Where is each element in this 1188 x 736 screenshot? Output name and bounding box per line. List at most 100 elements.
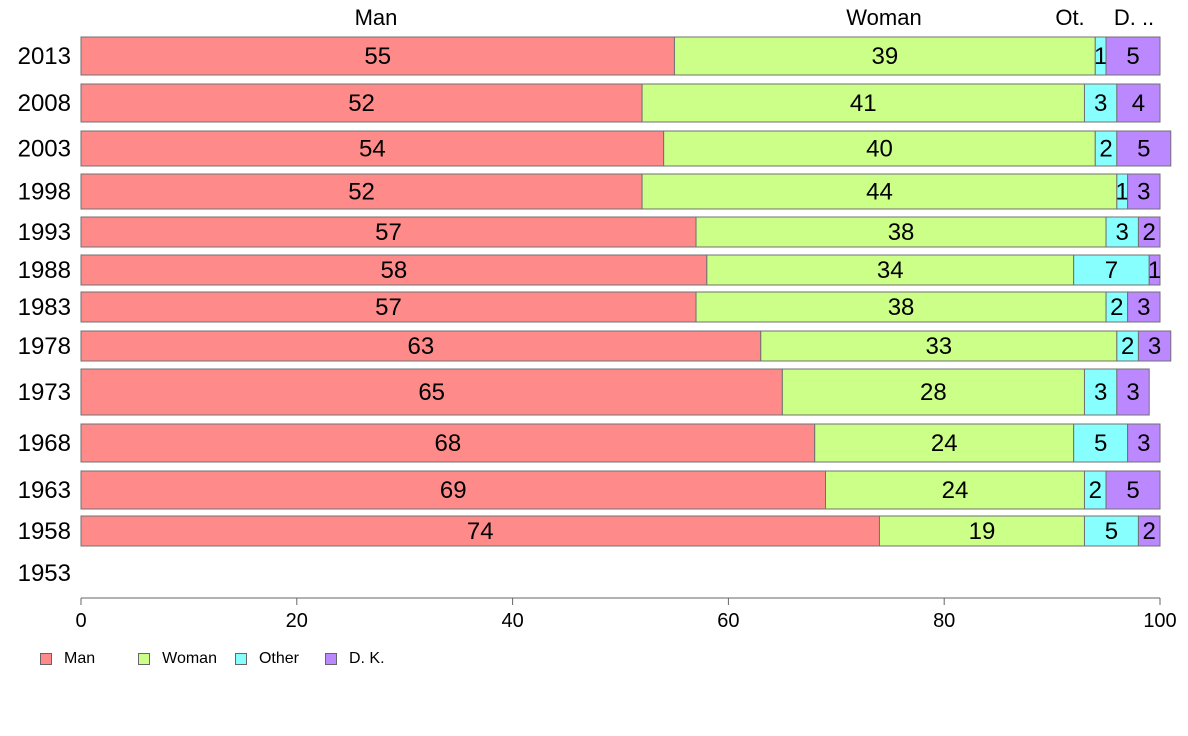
data-label-1968-other: 5: [1094, 430, 1107, 457]
x-tick-label-60: 60: [717, 610, 739, 632]
bar-2008-woman: [641, 83, 1085, 123]
legend-swatch-other: [234, 653, 247, 665]
bar-1963-man: [80, 470, 827, 510]
legend-label-woman: Woman: [162, 650, 217, 667]
bar-1963-d-k: [1105, 470, 1161, 510]
bar-1983-d-k: [1127, 291, 1161, 323]
y-tick-label-2003: 2003: [18, 136, 71, 163]
data-label-1983-man: 57: [375, 294, 402, 321]
y-tick-label-1963: 1963: [18, 477, 71, 504]
y-tick-label-2008: 2008: [18, 90, 71, 117]
data-label-1968-d-k: 3: [1137, 430, 1150, 457]
bar-1958-other: [1083, 515, 1139, 547]
data-label-2003-d-k: 5: [1137, 136, 1150, 163]
y-tick-label-1998: 1998: [18, 179, 71, 206]
data-label-1968-woman: 24: [931, 430, 958, 457]
legend-swatch-man: [40, 653, 52, 665]
bar-1998-man: [80, 173, 643, 210]
data-label-1998-woman: 44: [866, 179, 893, 206]
data-label-1973-man: 65: [418, 379, 445, 406]
bar-2013-man: [80, 36, 675, 76]
y-tick-label-1993: 1993: [18, 219, 71, 246]
legend: Man Woman Other D. K.: [40, 650, 385, 668]
data-label-1968-man: 68: [435, 430, 462, 457]
x-tick-label-40: 40: [501, 610, 523, 632]
legend-label-man: Man: [64, 650, 96, 667]
data-label-1988-d-k: 1: [1148, 257, 1161, 284]
data-label-1963-woman: 24: [942, 477, 969, 504]
y-tick-label-1978: 1978: [18, 333, 71, 360]
bar-2013-d-k: [1105, 36, 1161, 76]
data-label-1993-other: 3: [1116, 219, 1129, 246]
data-label-1988-man: 58: [381, 257, 408, 284]
data-label-1998-d-k: 3: [1137, 179, 1150, 206]
data-label-2013-other: 1: [1094, 43, 1107, 70]
bar-1968-d-k: [1127, 423, 1161, 463]
bar-1993-other: [1105, 216, 1139, 248]
data-label-1993-woman: 38: [888, 219, 915, 246]
bar-1993-man: [80, 216, 697, 248]
top-label-d: D. ..: [1114, 5, 1154, 30]
x-tick-label-80: 80: [933, 610, 955, 632]
data-label-2003-woman: 40: [866, 136, 893, 163]
data-label-1998-other: 1: [1116, 179, 1129, 206]
bar-1968-other: [1073, 423, 1129, 463]
data-label-1993-d-k: 2: [1143, 219, 1156, 246]
data-label-1973-d-k: 3: [1126, 379, 1139, 406]
data-label-1988-other: 7: [1105, 257, 1118, 284]
bar-1958-d-k: [1137, 515, 1161, 547]
legend-item-man: Man: [40, 650, 95, 668]
y-tick-label-1973: 1973: [18, 379, 71, 406]
y-tick-label-1988: 1988: [18, 257, 71, 284]
data-label-1978-other: 2: [1121, 333, 1134, 360]
legend-label-other: Other: [258, 650, 299, 667]
bar-1988-woman: [706, 254, 1075, 286]
x-tick-label-0: 0: [75, 610, 86, 632]
top-label-ot: Ot.: [1055, 5, 1084, 30]
bar-1958-woman: [878, 515, 1085, 547]
data-label-2003-man: 54: [359, 136, 386, 163]
data-label-1963-other: 2: [1089, 477, 1102, 504]
data-label-1973-other: 3: [1094, 379, 1107, 406]
bar-1973-woman: [781, 368, 1085, 416]
y-tick-label-1983: 1983: [18, 294, 71, 321]
bar-1983-man: [80, 291, 697, 323]
bar-1993-woman: [695, 216, 1107, 248]
y-tick-label-2013: 2013: [18, 43, 71, 70]
data-label-1998-man: 52: [348, 179, 375, 206]
x-tick-label-20: 20: [286, 610, 308, 632]
bar-2003-man: [80, 130, 665, 167]
bar-2003-woman: [663, 130, 1096, 167]
data-label-2013-woman: 39: [872, 43, 899, 70]
bar-1988-other: [1073, 254, 1150, 286]
data-label-1958-other: 5: [1105, 518, 1118, 545]
bar-1968-woman: [814, 423, 1075, 463]
top-label-woman: Woman: [846, 5, 921, 30]
data-label-1963-man: 69: [440, 477, 467, 504]
legend-swatch-dk: [324, 653, 337, 665]
data-label-1978-man: 63: [408, 333, 435, 360]
y-tick-label-1953: 1953: [18, 560, 71, 587]
data-label-1978-woman: 33: [925, 333, 952, 360]
bar-1993-d-k: [1137, 216, 1161, 248]
data-label-2013-d-k: 5: [1126, 43, 1139, 70]
bar-1978-woman: [760, 330, 1118, 362]
data-label-2003-other: 2: [1099, 136, 1112, 163]
legend-item-dk: D. K.: [324, 650, 385, 668]
x-tick-label-100: 100: [1143, 610, 1176, 632]
bar-1998-woman: [641, 173, 1118, 210]
y-tick-label-1958: 1958: [18, 518, 71, 545]
bar-2008-other: [1083, 83, 1118, 123]
data-label-2013-man: 55: [364, 43, 391, 70]
data-label-2008-man: 52: [348, 90, 375, 117]
legend-item-other: Other: [234, 650, 299, 668]
y-tick-label-1968: 1968: [18, 430, 71, 457]
bar-2003-d-k: [1116, 130, 1172, 167]
data-label-2008-d-k: 4: [1132, 90, 1145, 117]
data-label-1983-d-k: 3: [1137, 294, 1150, 321]
legend-label-dk: D. K.: [348, 650, 385, 667]
data-label-2008-woman: 41: [850, 90, 877, 117]
data-label-1958-man: 74: [467, 518, 494, 545]
data-label-1978-d-k: 3: [1148, 333, 1161, 360]
